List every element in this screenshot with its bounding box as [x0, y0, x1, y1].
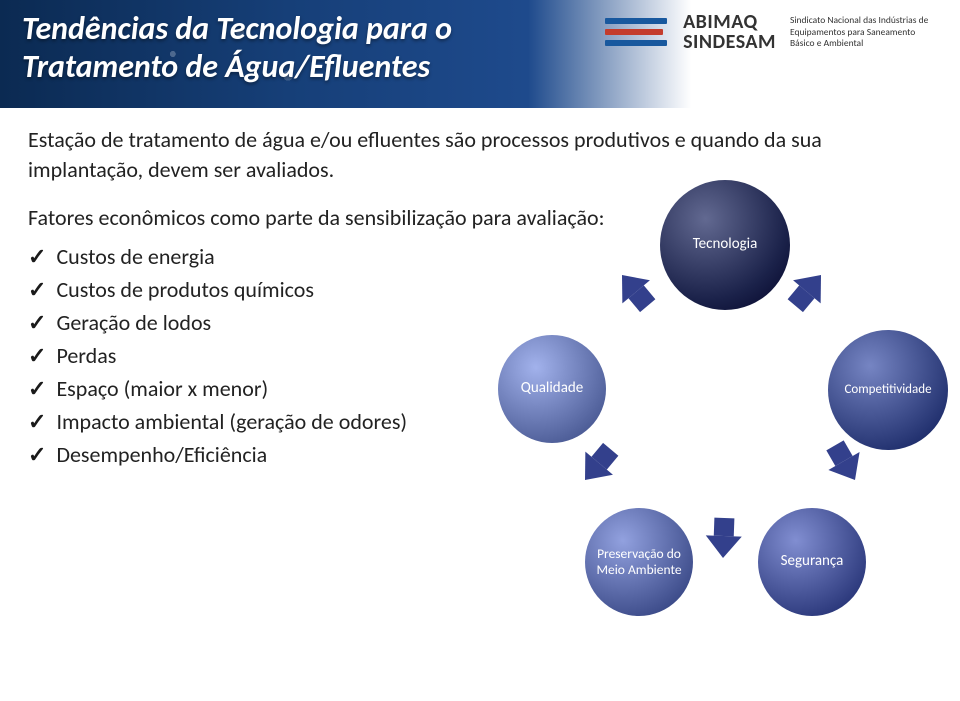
- circle-label: Preservação do Meio Ambiente: [585, 546, 693, 577]
- logo-bars-icon: [605, 18, 667, 46]
- intro-text: Estação de tratamento de água e/ou eflue…: [28, 125, 932, 184]
- circle-label: Qualidade: [521, 380, 583, 397]
- check-icon: ✓: [28, 441, 46, 468]
- check-icon: ✓: [28, 342, 46, 369]
- circle-pres: Preservação do Meio Ambiente: [585, 508, 693, 616]
- check-icon: ✓: [28, 276, 46, 303]
- logo-text: ABIMAQ SINDESAM: [683, 12, 776, 53]
- cycle-diagram: Tecnologia Qualidade Competitividade Preser…: [490, 180, 960, 640]
- circle-label: Tecnologia: [693, 236, 758, 253]
- bullet-text: Custos de energia: [56, 243, 214, 270]
- check-icon: ✓: [28, 408, 46, 435]
- banner: Tendências da Tecnologia para o Tratamen…: [0, 0, 960, 108]
- logo-subtitle: Sindicato Nacional das Indústrias de Equ…: [790, 15, 940, 49]
- bullet-text: Perdas: [56, 342, 116, 369]
- title-line-1: Tendências da Tecnologia para o: [22, 9, 452, 48]
- circle-label: Segurança: [781, 553, 844, 570]
- logo-line-1: ABIMAQ: [683, 12, 776, 32]
- circle-seg: Segurança: [758, 508, 866, 616]
- slide-title: Tendências da Tecnologia para o Tratamen…: [22, 10, 580, 86]
- banner-logo: ABIMAQ SINDESAM Sindicato Nacional das I…: [605, 12, 940, 53]
- circle-label: Competitividade: [844, 383, 931, 398]
- bullet-text: Desempenho/Eficiência: [56, 441, 267, 468]
- logo-line-2: SINDESAM: [683, 32, 776, 52]
- circle-tec: Tecnologia: [660, 180, 790, 310]
- bullet-text: Impacto ambiental (geração de odores): [56, 408, 407, 435]
- check-icon: ✓: [28, 243, 46, 270]
- circle-qual: Qualidade: [498, 335, 606, 443]
- bullet-text: Espaço (maior x menor): [56, 375, 268, 402]
- circle-comp: Competitividade: [828, 330, 948, 450]
- check-icon: ✓: [28, 375, 46, 402]
- title-line-2: Tratamento de Água/Efluentes: [22, 47, 430, 86]
- check-icon: ✓: [28, 309, 46, 336]
- bullet-text: Custos de produtos químicos: [56, 276, 314, 303]
- bullet-text: Geração de lodos: [56, 309, 211, 336]
